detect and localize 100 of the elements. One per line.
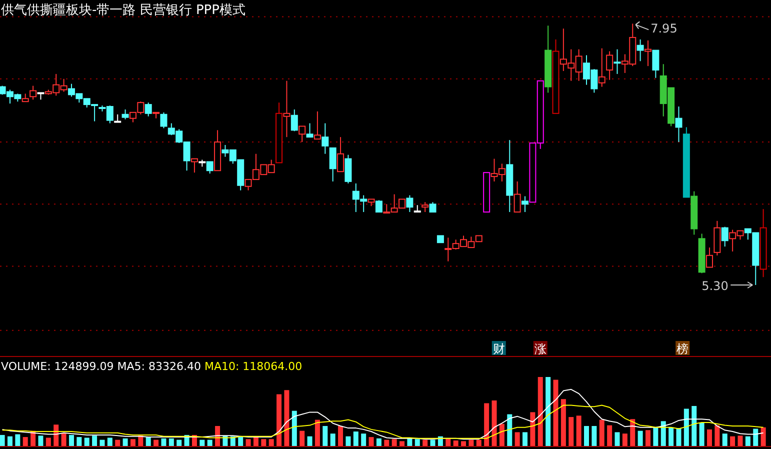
- candlestick: [706, 247, 713, 268]
- bar: [638, 430, 643, 446]
- bar: [484, 403, 490, 446]
- bar: [560, 399, 566, 446]
- bar: [553, 380, 558, 446]
- bar: [468, 440, 474, 446]
- bar: [461, 441, 466, 446]
- candlestick: [337, 136, 344, 172]
- bar: [730, 436, 736, 446]
- text: MA5: 83326.40: [117, 360, 201, 373]
- candlestick: [644, 40, 652, 67]
- candlestick: [514, 180, 521, 213]
- bar: [392, 439, 397, 446]
- bar: [745, 436, 750, 446]
- bar: [115, 440, 120, 446]
- bar: [676, 428, 682, 446]
- bar: [507, 414, 512, 446]
- bar: [84, 438, 90, 446]
- bar: [346, 436, 351, 446]
- bar: [614, 432, 620, 446]
- bar: [568, 417, 574, 446]
- bar: [253, 437, 258, 446]
- candlestick: [675, 106, 682, 143]
- bar: [38, 436, 44, 446]
- annotation: 涨: [534, 342, 546, 356]
- bar: [92, 436, 98, 446]
- bar: [0, 434, 5, 446]
- candlestick: [522, 196, 529, 213]
- bar: [453, 440, 458, 446]
- candlestick: [298, 126, 306, 143]
- bar: [292, 410, 297, 446]
- bar: [738, 436, 743, 446]
- bar: [660, 421, 666, 446]
- candlestick: [606, 50, 614, 80]
- bar: [284, 390, 290, 446]
- bar: [200, 440, 205, 446]
- bar: [492, 400, 497, 446]
- bar: [100, 440, 105, 446]
- candlestick: [636, 38, 644, 62]
- bar: [361, 434, 366, 446]
- bar: [430, 440, 436, 446]
- candlestick: [329, 147, 336, 182]
- candlestick: [322, 122, 329, 154]
- candlestick: [290, 108, 298, 132]
- bar: [384, 440, 390, 446]
- bar: [714, 425, 720, 446]
- bar: [307, 436, 312, 446]
- candlestick: [614, 48, 621, 74]
- bar: [622, 434, 628, 446]
- candlestick: [190, 158, 198, 174]
- bar: [584, 426, 589, 446]
- bar: [607, 425, 612, 446]
- candlestick: [422, 202, 429, 213]
- candlestick: [30, 85, 37, 100]
- bar: [330, 434, 336, 446]
- bar: [522, 432, 528, 446]
- candlestick: [375, 200, 382, 213]
- bar: [353, 432, 358, 446]
- bar: [314, 420, 320, 446]
- candlestick: [122, 108, 129, 120]
- bar: [722, 434, 728, 446]
- bar: [530, 412, 536, 446]
- bar: [107, 438, 112, 446]
- candlestick: [314, 110, 321, 140]
- candlestick: [344, 154, 352, 184]
- bar: [122, 438, 128, 446]
- bar: [215, 426, 220, 446]
- bar: [168, 438, 174, 446]
- candlestick: [598, 48, 606, 88]
- bar: [576, 416, 582, 446]
- bar: [368, 437, 374, 446]
- bar: [706, 429, 712, 446]
- bar: [46, 438, 51, 446]
- bar: [338, 426, 344, 446]
- bar: [599, 420, 604, 446]
- candlestick: [144, 102, 152, 117]
- bar: [161, 438, 166, 446]
- bar: [630, 419, 636, 446]
- annotation: 5.30: [702, 278, 728, 293]
- bar: [322, 426, 328, 446]
- bar: [246, 439, 251, 446]
- bar: [422, 440, 428, 446]
- bar: [15, 434, 20, 446]
- annotation: 7.95: [650, 22, 678, 36]
- bar: [138, 436, 144, 446]
- bar: [207, 440, 212, 446]
- bar: [54, 424, 59, 446]
- bar: [376, 438, 382, 446]
- text: MA10: 118064.00: [204, 360, 302, 373]
- bar: [653, 427, 658, 446]
- bar: [300, 430, 305, 446]
- annotation: 财: [492, 342, 505, 356]
- bar: [592, 426, 597, 446]
- bar: [146, 437, 151, 446]
- bar: [684, 408, 689, 446]
- bar: [154, 440, 159, 446]
- bar: [546, 377, 551, 446]
- bar: [538, 377, 543, 446]
- bar: [414, 439, 420, 446]
- bar: [61, 434, 66, 446]
